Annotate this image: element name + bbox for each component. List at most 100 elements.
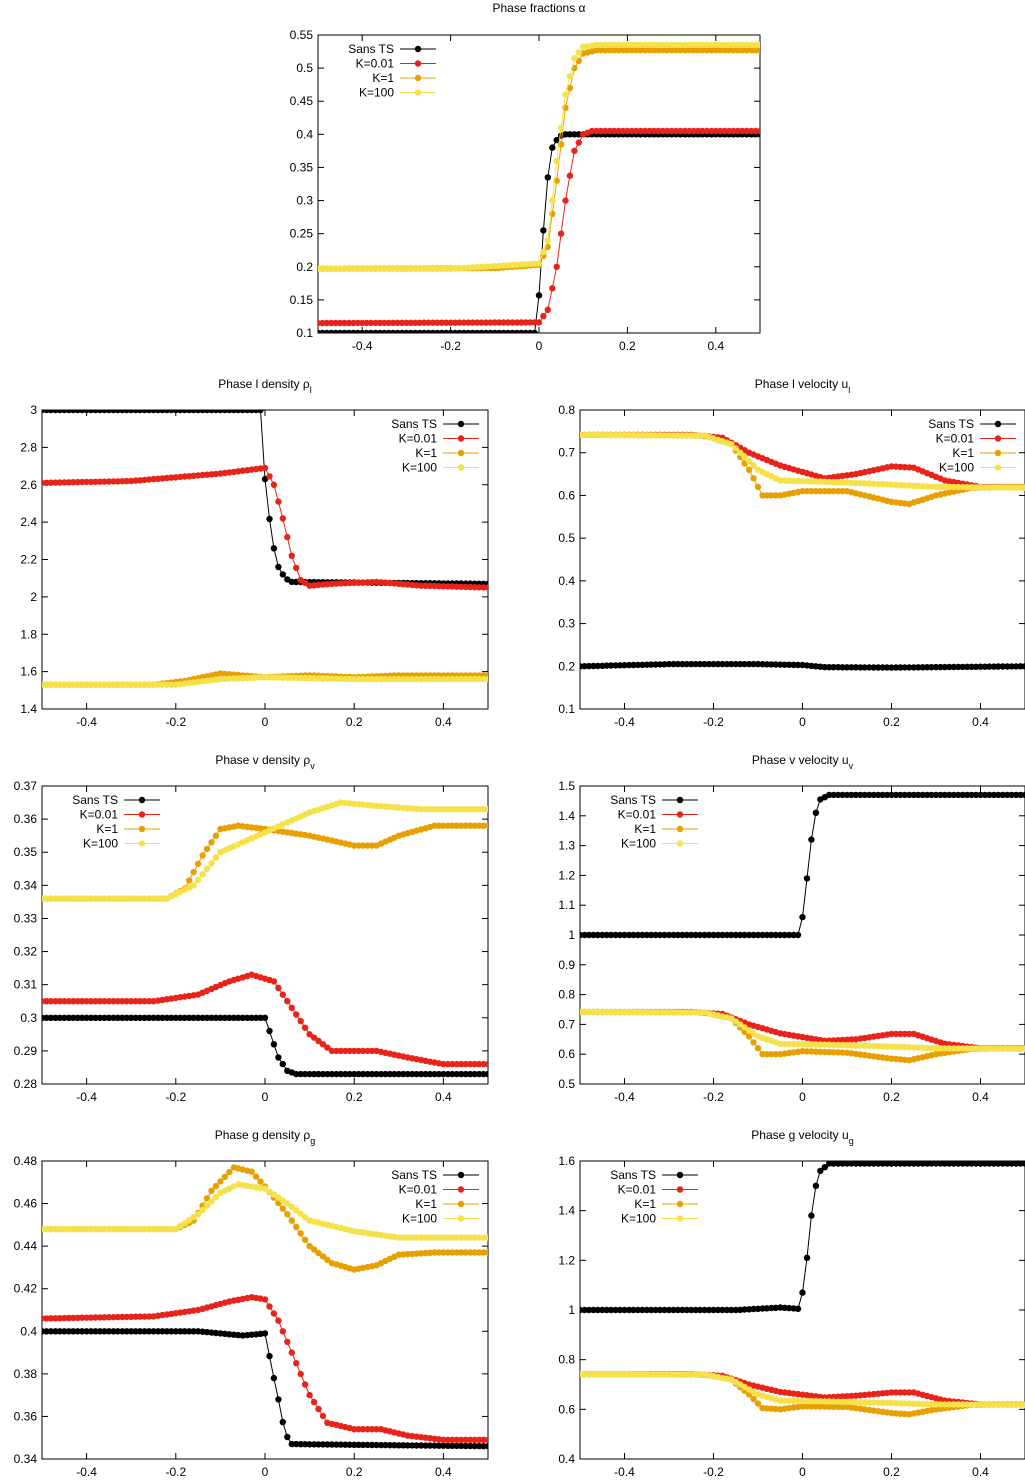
data-point — [603, 1008, 610, 1016]
data-point — [946, 483, 953, 491]
data-point — [141, 1225, 148, 1233]
data-point — [883, 1399, 891, 1407]
data-point — [87, 1328, 95, 1335]
data-point — [808, 1403, 815, 1410]
data-point — [634, 1009, 642, 1016]
data-point — [852, 664, 860, 671]
data-point — [830, 1041, 837, 1049]
data-point — [652, 661, 659, 668]
data-point — [888, 1030, 895, 1038]
data-point — [65, 1225, 73, 1233]
legend: Sans TSK=0.01K=1K=100 — [348, 42, 436, 100]
data-point — [888, 664, 895, 671]
data-point — [737, 449, 744, 456]
data-point — [70, 998, 77, 1005]
data-point — [275, 1054, 282, 1061]
data-point — [839, 1041, 846, 1049]
legend-marker — [676, 796, 684, 804]
data-point — [719, 1306, 726, 1314]
data-point — [270, 1041, 278, 1048]
data-point — [701, 660, 708, 668]
data-point — [986, 1045, 993, 1052]
data-point — [941, 791, 949, 799]
data-point — [478, 319, 485, 326]
data-point — [484, 1234, 488, 1241]
data-point — [566, 172, 574, 179]
data-point — [712, 47, 719, 54]
data-point — [721, 41, 728, 49]
data-point — [83, 681, 90, 688]
legend-label: K=0.01 — [936, 432, 975, 446]
data-point — [119, 1328, 126, 1335]
data-point — [270, 674, 278, 681]
data-point — [65, 895, 73, 902]
data-point — [101, 1225, 108, 1233]
data-point — [781, 661, 788, 668]
data-point — [351, 675, 358, 683]
chart-title: Phase l velocity ul — [755, 377, 850, 395]
y-tick-label: 0.44 — [14, 1239, 38, 1253]
data-point — [159, 1014, 166, 1021]
data-point — [664, 41, 671, 49]
data-point — [763, 1051, 771, 1058]
data-point — [719, 660, 726, 668]
data-point — [105, 1314, 113, 1321]
data-point — [1021, 484, 1025, 491]
x-tick-label: -0.4 — [352, 339, 373, 353]
data-point — [208, 1187, 215, 1195]
data-point — [754, 660, 762, 668]
data-point — [928, 1044, 935, 1052]
data-point — [641, 41, 649, 49]
x-tick-label: 0.4 — [972, 1465, 989, 1479]
data-point — [990, 1401, 998, 1408]
chart-title: Phase v density ρv — [215, 753, 315, 771]
data-point — [65, 998, 73, 1005]
data-point — [389, 265, 397, 272]
data-point — [875, 664, 882, 671]
data-point — [581, 1306, 588, 1314]
legend-marker — [676, 811, 684, 818]
data-point — [650, 41, 658, 49]
data-point — [47, 998, 55, 1005]
data-point — [986, 1401, 993, 1408]
data-point — [540, 227, 547, 234]
data-point — [972, 1401, 980, 1408]
chart-title: Phase g velocity ug — [751, 1128, 853, 1146]
legend-marker — [676, 1215, 684, 1222]
data-point — [87, 1225, 95, 1233]
series-k-0-01 — [42, 971, 488, 1068]
data-point — [754, 931, 762, 939]
data-point — [52, 1014, 59, 1021]
y-tick-label: 3 — [30, 403, 37, 417]
data-point — [745, 931, 753, 939]
data-point — [261, 1014, 269, 1021]
data-point — [808, 1212, 815, 1219]
data-point — [136, 1014, 144, 1021]
data-point — [633, 47, 640, 54]
data-point — [830, 1403, 837, 1410]
data-point — [168, 1014, 175, 1021]
data-point — [839, 479, 846, 486]
data-point — [398, 319, 406, 326]
data-point — [906, 1389, 913, 1396]
data-point — [968, 663, 975, 670]
y-tick-label: 0.34 — [14, 878, 38, 892]
data-point — [110, 1328, 117, 1335]
data-point — [739, 41, 746, 49]
data-point — [279, 1205, 286, 1212]
data-point — [633, 127, 640, 135]
data-point — [621, 1371, 628, 1378]
data-point — [679, 660, 686, 668]
data-point — [745, 660, 753, 668]
data-point — [471, 1070, 478, 1078]
legend-label: Sans TS — [928, 417, 974, 431]
data-point — [544, 306, 551, 313]
data-point — [549, 144, 556, 151]
data-point — [336, 319, 344, 327]
data-point — [480, 1436, 487, 1444]
data-point — [270, 978, 278, 985]
data-point — [181, 1220, 188, 1227]
series-line — [42, 467, 488, 588]
data-point — [43, 998, 50, 1005]
data-point — [310, 1034, 318, 1041]
